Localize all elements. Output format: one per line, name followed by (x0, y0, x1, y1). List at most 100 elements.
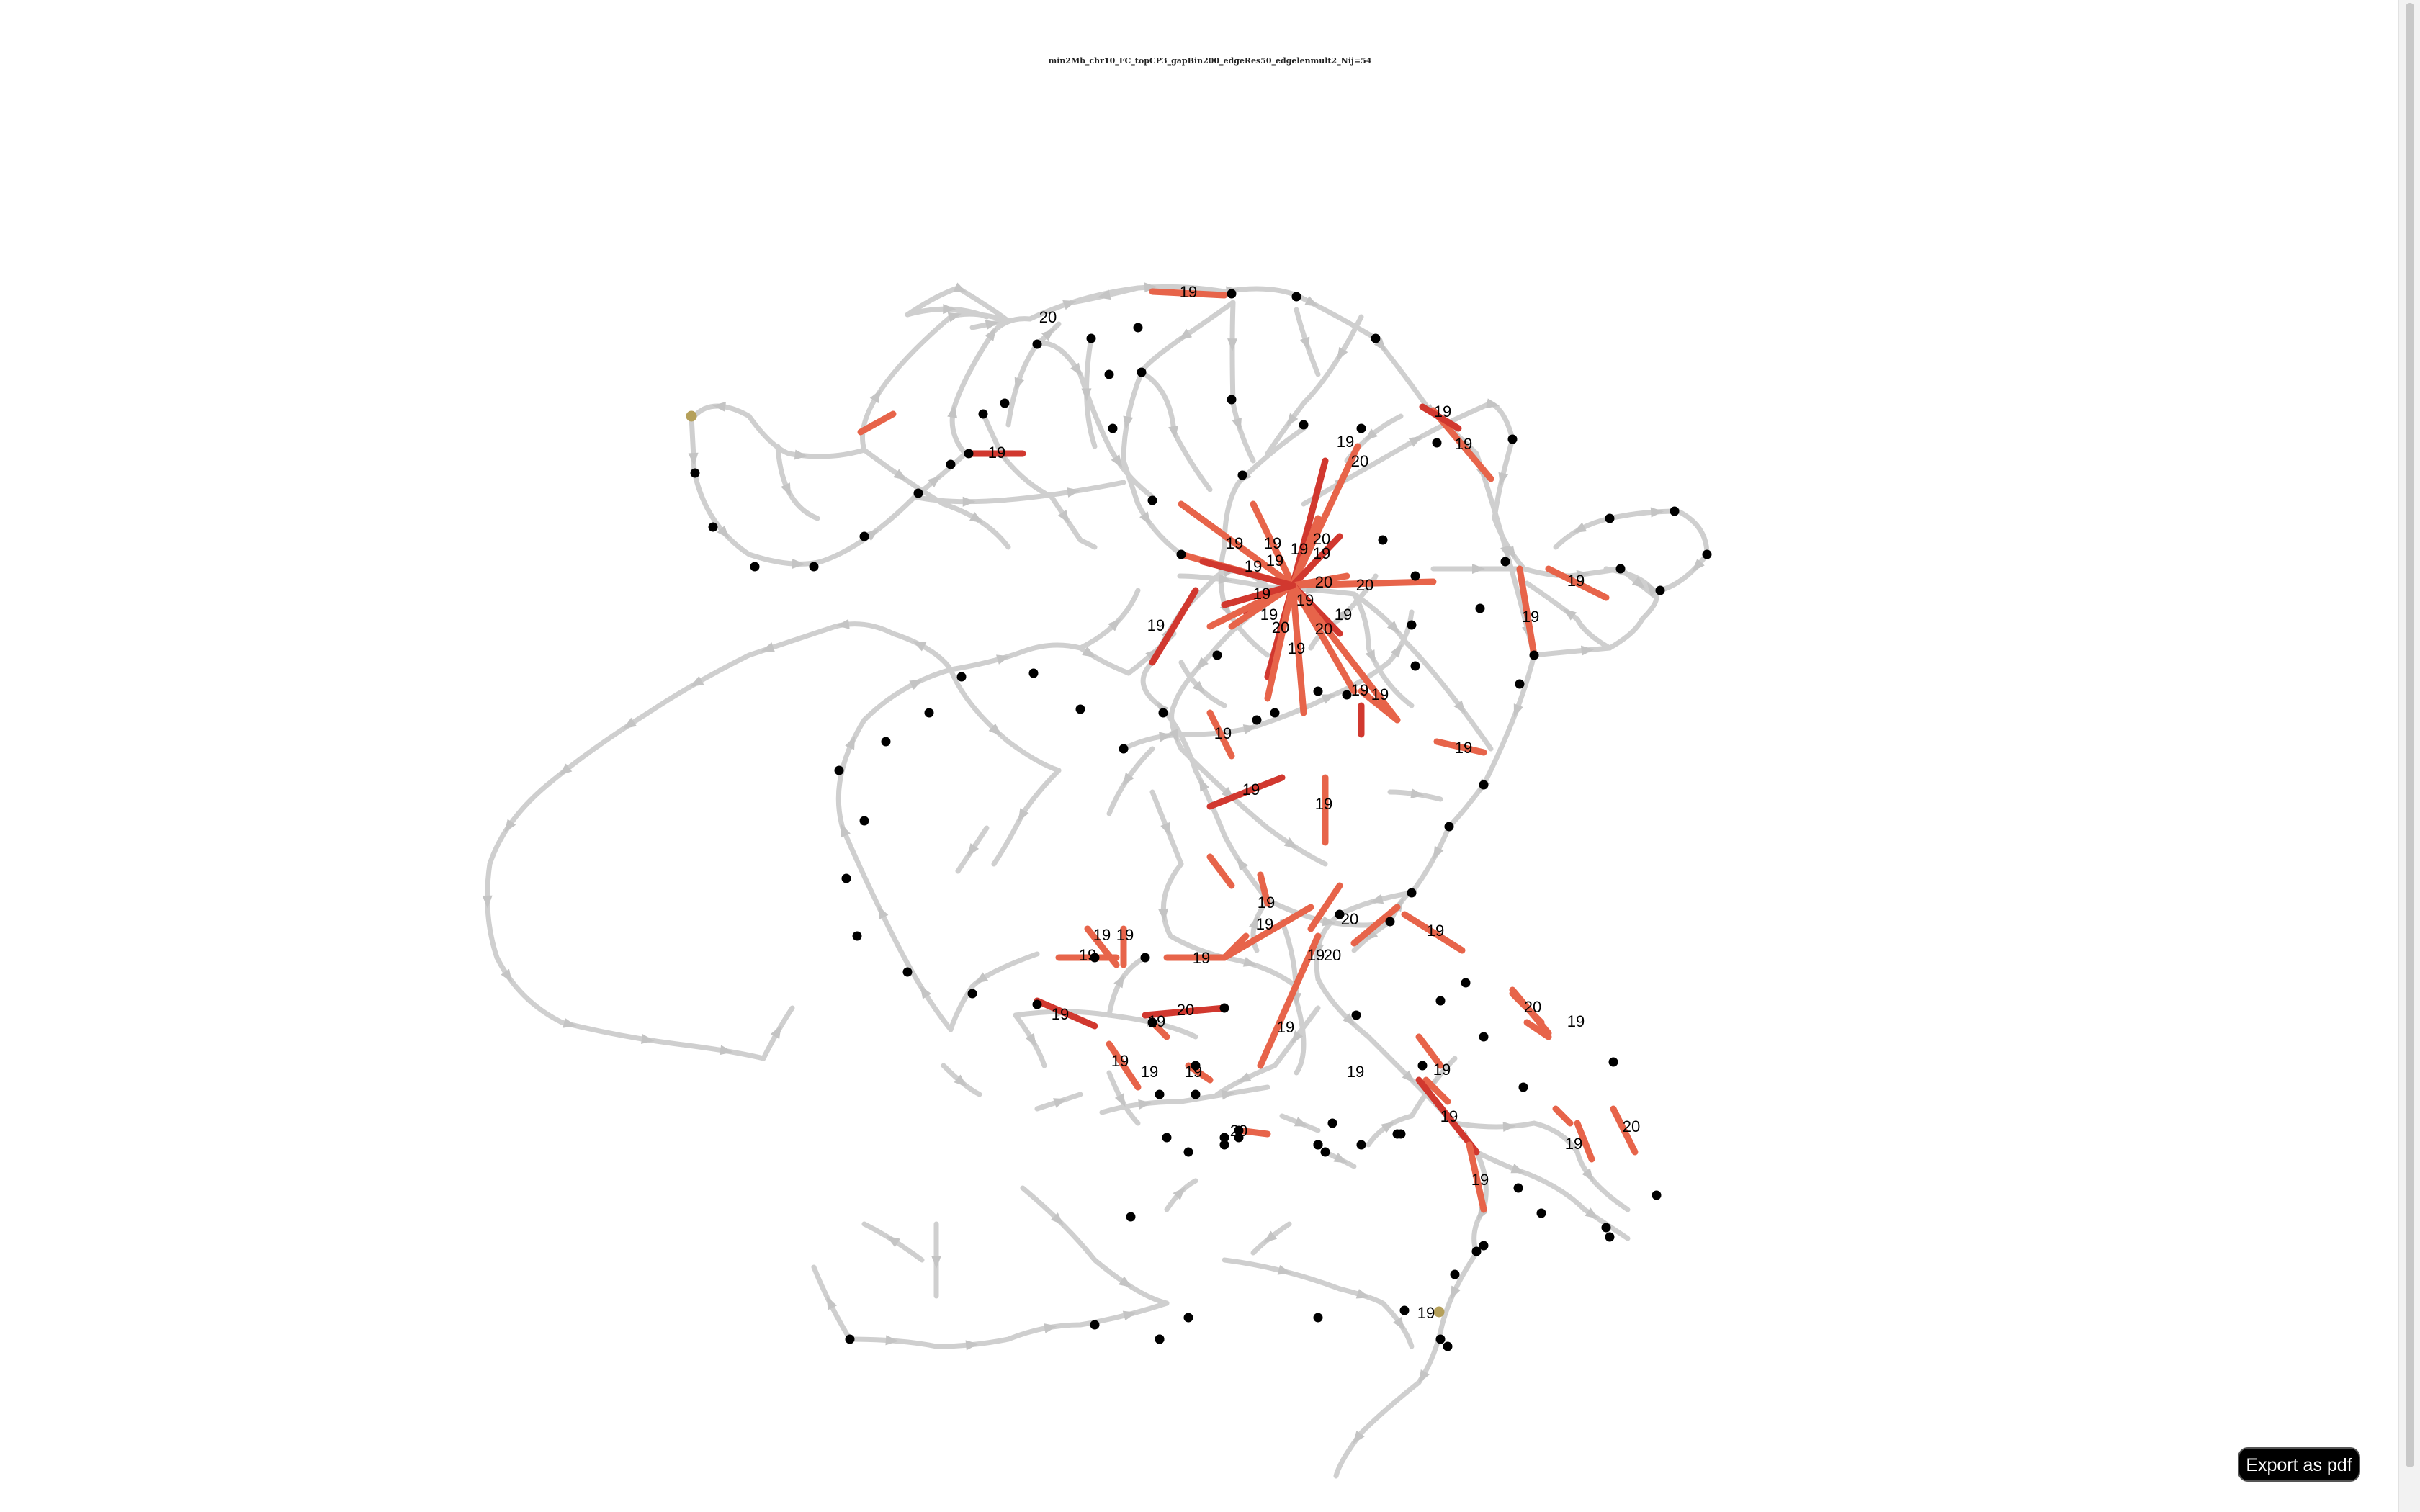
arrowhead (1286, 413, 1299, 427)
arrowhead (865, 528, 879, 541)
arrowhead (913, 641, 927, 652)
arrowhead (719, 1045, 733, 1056)
export-pdf-button[interactable]: Export as pdf (2238, 1447, 2360, 1482)
arrowhead (931, 1256, 941, 1269)
arrowhead (770, 1025, 781, 1040)
gray-edge-51 (1314, 912, 1489, 1256)
arrowhead (1364, 428, 1378, 441)
arrowhead (761, 642, 775, 652)
arrowhead (869, 390, 882, 404)
arrowhead (953, 282, 967, 293)
arrowhead (1692, 558, 1705, 572)
arrowhead (1057, 510, 1070, 523)
edge-weight-label: 19 (1433, 1061, 1451, 1079)
arrowhead (1158, 908, 1169, 922)
graph-node (1237, 470, 1247, 480)
arrowhead (1299, 336, 1310, 351)
edge-weight-label: 19 (1347, 1063, 1364, 1081)
edge-weight-label: 20 (1623, 1117, 1640, 1135)
graph-node (1219, 1003, 1229, 1013)
graph-node (1371, 333, 1381, 343)
graph-node (1335, 909, 1345, 919)
red-edge-59 (1552, 1105, 1574, 1127)
arrowhead (1122, 1310, 1137, 1321)
gray-edge-2 (1027, 284, 1537, 917)
graph-node (1655, 585, 1665, 595)
arrowhead (1386, 621, 1400, 634)
edge-weight-label: 20 (1313, 530, 1330, 548)
arrowhead (1343, 1013, 1355, 1026)
edge-weight-label: 19 (1522, 608, 1539, 626)
graph-node (1407, 888, 1417, 898)
graph-node (1536, 1208, 1546, 1218)
arrowhead (962, 496, 976, 507)
graph-node (902, 967, 913, 977)
red-edge-37 (1257, 932, 1322, 1069)
arrowhead (1650, 507, 1664, 518)
edge-arrows (482, 282, 1705, 1444)
graph-node (1507, 434, 1518, 444)
arrowhead (1014, 377, 1025, 391)
red-edge-29 (1206, 774, 1286, 810)
gray-edge-60 (948, 951, 1040, 1032)
arrowhead (501, 968, 513, 983)
arrowhead (1192, 680, 1206, 694)
gray-edge-67 (991, 768, 1062, 867)
arrowhead (1486, 398, 1500, 409)
arrowhead (969, 511, 984, 523)
graph-node (1529, 650, 1539, 660)
arrowhead (563, 1017, 577, 1028)
gray-edge-4 (1121, 609, 1415, 752)
red-edge-57 (1509, 990, 1545, 1026)
arrowhead (504, 819, 516, 833)
arrowhead (1510, 1164, 1525, 1174)
graph-node (1104, 369, 1114, 379)
vertical-scrollbar[interactable] (2398, 0, 2420, 1512)
red-edge-17 (1289, 582, 1401, 724)
arrowhead (1338, 607, 1351, 621)
arrowhead (1018, 808, 1029, 822)
graph-node (1313, 686, 1323, 696)
arrowhead (947, 312, 962, 323)
arrowhead (1410, 788, 1425, 798)
graph-node (1176, 549, 1186, 559)
edge-weight-label: 19 (1337, 433, 1354, 451)
gray-edge-18 (1524, 580, 1613, 651)
arrowhead (1364, 928, 1379, 941)
arrowhead (1232, 418, 1242, 432)
edge-weight-label: 19 (1242, 780, 1260, 798)
arrowhead (985, 328, 997, 341)
graph-node (946, 459, 956, 469)
graph-node (1615, 564, 1626, 574)
red-edge-39 (1401, 911, 1466, 954)
graph-node (1270, 708, 1280, 718)
arrowhead (690, 675, 704, 687)
graph-node (1479, 1032, 1489, 1042)
scrollbar-thumb[interactable] (2406, 3, 2414, 1467)
graph-node (1518, 1082, 1528, 1092)
graph-node (1356, 423, 1366, 433)
arrowhead (1513, 703, 1523, 718)
arrowhead (1476, 1207, 1488, 1221)
gray-edge-34 (912, 480, 1126, 505)
red-edge-60 (1221, 932, 1250, 961)
edge-weight-label: 19 (1567, 1012, 1585, 1030)
arrowhead (1580, 645, 1595, 656)
arrowhead (1498, 472, 1509, 486)
edge-weight-label: 19 (1079, 946, 1096, 964)
red-edge-1 (1250, 500, 1296, 589)
red-edge-21 (1149, 288, 1228, 299)
gray-edge-7 (980, 411, 1098, 550)
gray-edge-24 (861, 447, 1011, 550)
gray-edge-80 (1020, 1185, 1170, 1306)
edge-weight-label: 19 (1565, 1135, 1582, 1153)
edge-weight-label: 19 (1455, 739, 1472, 757)
graph-node (1234, 1125, 1244, 1135)
graph-node (1443, 1341, 1453, 1351)
edge-weight-label: 19 (988, 444, 1005, 462)
arrowhead (712, 401, 726, 412)
gray-edge-11 (1169, 582, 1328, 867)
arrowhead (1353, 1431, 1365, 1444)
arrowhead (1082, 646, 1096, 658)
graph-node (1479, 780, 1489, 790)
